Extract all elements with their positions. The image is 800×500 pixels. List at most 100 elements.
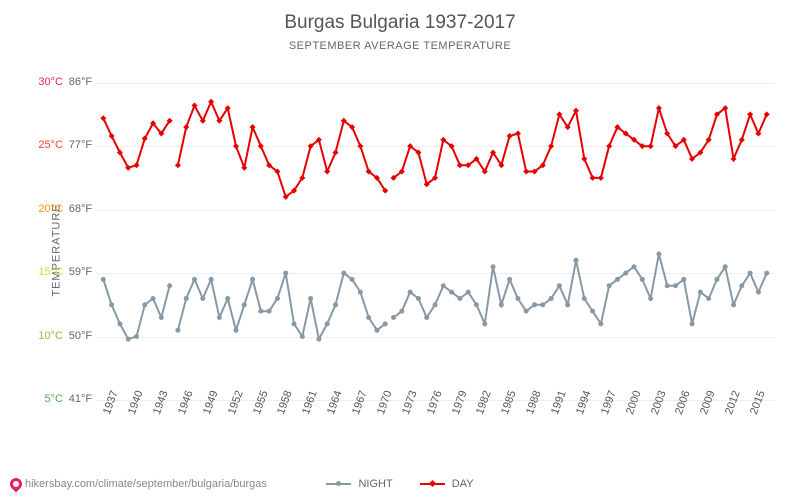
series-marker — [640, 277, 645, 282]
series-marker — [200, 296, 205, 301]
series-marker — [731, 156, 737, 162]
series-marker — [714, 277, 719, 282]
legend-marker-day — [420, 480, 445, 488]
series-marker — [457, 162, 463, 168]
series-marker — [374, 328, 379, 333]
attribution: hikersbay.com/climate/september/bulgaria… — [10, 478, 267, 490]
series-marker — [457, 296, 462, 301]
series-marker — [308, 296, 313, 301]
series-marker — [241, 165, 247, 171]
series-marker — [383, 321, 388, 326]
series-marker — [764, 271, 769, 276]
series-marker — [755, 130, 761, 136]
plot-svg — [0, 0, 800, 500]
series-marker — [408, 290, 413, 295]
series-marker — [756, 290, 761, 295]
series-marker — [441, 283, 446, 288]
series-marker — [540, 302, 545, 307]
series-marker — [632, 264, 637, 269]
series-marker — [656, 105, 662, 111]
series-marker — [341, 271, 346, 276]
series-marker — [167, 283, 172, 288]
series-marker — [731, 302, 736, 307]
series-marker — [482, 321, 487, 326]
series-marker — [515, 130, 521, 136]
series-marker — [258, 143, 264, 149]
series-marker — [557, 283, 562, 288]
series-marker — [573, 258, 578, 263]
series-marker — [142, 302, 147, 307]
series-marker — [581, 156, 587, 162]
legend-label-day: DAY — [452, 478, 474, 490]
series-marker — [416, 296, 421, 301]
series-marker — [748, 271, 753, 276]
series-marker — [292, 321, 297, 326]
series-marker — [283, 271, 288, 276]
series-marker — [399, 309, 404, 314]
series-marker — [507, 133, 513, 139]
series-marker — [350, 277, 355, 282]
series-marker — [524, 309, 529, 314]
series-marker — [184, 296, 189, 301]
series-marker — [208, 99, 214, 105]
series-marker — [433, 302, 438, 307]
series-marker — [723, 264, 728, 269]
series-marker — [665, 283, 670, 288]
series-marker — [648, 296, 653, 301]
series-marker — [109, 302, 114, 307]
series-marker — [747, 111, 753, 117]
series-line — [103, 102, 766, 197]
series-marker — [151, 296, 156, 301]
series-marker — [366, 315, 371, 320]
series-marker — [565, 302, 570, 307]
series-marker — [698, 290, 703, 295]
legend-item-night: NIGHT — [326, 478, 392, 490]
series-marker — [101, 277, 106, 282]
series-marker — [133, 162, 139, 168]
series-marker — [391, 315, 396, 320]
series-marker — [159, 315, 164, 320]
series-marker — [267, 309, 272, 314]
series-marker — [623, 271, 628, 276]
series-marker — [357, 143, 363, 149]
series-marker — [507, 277, 512, 282]
series-marker — [233, 328, 238, 333]
series-marker — [648, 143, 654, 149]
series-marker — [590, 309, 595, 314]
series-marker — [117, 321, 122, 326]
series-marker — [325, 321, 330, 326]
legend-label-night: NIGHT — [358, 478, 392, 490]
series-marker — [424, 315, 429, 320]
series-marker — [690, 321, 695, 326]
series-marker — [523, 169, 529, 175]
series-marker — [582, 296, 587, 301]
series-marker — [126, 337, 131, 342]
series-marker — [656, 252, 661, 257]
series-marker — [175, 162, 181, 168]
series-marker — [233, 143, 239, 149]
series-marker — [499, 302, 504, 307]
series-marker — [332, 150, 338, 156]
series-marker — [598, 321, 603, 326]
series-marker — [250, 277, 255, 282]
series-marker — [549, 296, 554, 301]
series-marker — [532, 302, 537, 307]
series-marker — [324, 169, 330, 175]
map-pin-icon — [8, 476, 25, 493]
series-marker — [548, 143, 554, 149]
series-marker — [764, 111, 770, 117]
series-marker — [175, 328, 180, 333]
series-marker — [242, 302, 247, 307]
series-marker — [466, 290, 471, 295]
series-marker — [491, 264, 496, 269]
series-marker — [358, 290, 363, 295]
climate-chart: Burgas Bulgaria 1937-2017 SEPTEMBER AVER… — [0, 0, 800, 500]
series-marker — [739, 283, 744, 288]
series-marker — [217, 315, 222, 320]
series-marker — [673, 283, 678, 288]
series-marker — [739, 137, 745, 143]
series-marker — [615, 277, 620, 282]
series-marker — [333, 302, 338, 307]
series-marker — [134, 334, 139, 339]
series-marker — [706, 296, 711, 301]
